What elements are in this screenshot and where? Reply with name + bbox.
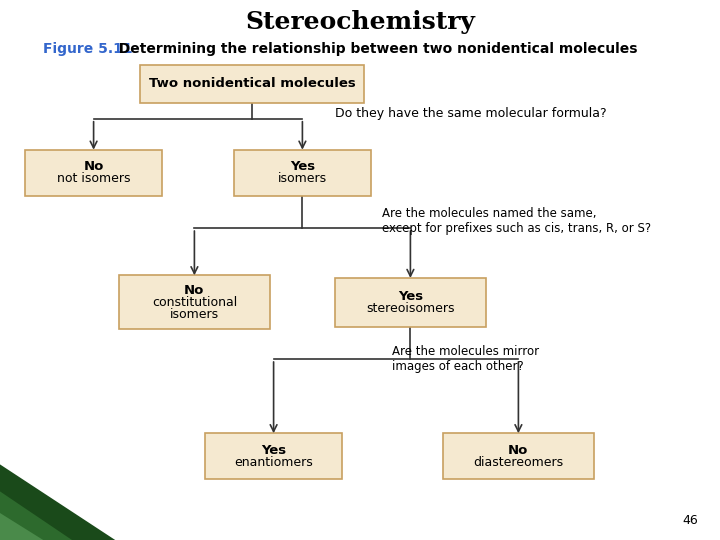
Text: 46: 46 [683, 514, 698, 526]
Polygon shape [0, 491, 72, 540]
Text: Do they have the same molecular formula?: Do they have the same molecular formula? [335, 107, 606, 120]
FancyBboxPatch shape [140, 65, 364, 103]
Text: Determining the relationship between two nonidentical molecules: Determining the relationship between two… [109, 42, 638, 56]
Text: Two nonidentical molecules: Two nonidentical molecules [148, 77, 356, 90]
FancyBboxPatch shape [234, 150, 371, 195]
Text: diastereomers: diastereomers [473, 456, 564, 469]
Text: not isomers: not isomers [57, 172, 130, 185]
Polygon shape [0, 464, 115, 540]
Text: enantiomers: enantiomers [234, 456, 313, 469]
Text: No: No [84, 160, 104, 173]
Text: Yes: Yes [398, 290, 423, 303]
Text: Stereochemistry: Stereochemistry [245, 10, 475, 33]
Text: Figure 5.11: Figure 5.11 [43, 42, 132, 56]
Text: Yes: Yes [290, 160, 315, 173]
FancyBboxPatch shape [335, 278, 486, 327]
FancyBboxPatch shape [205, 433, 342, 480]
Text: No: No [508, 444, 528, 457]
Text: Are the molecules mirror
images of each other?: Are the molecules mirror images of each … [392, 345, 539, 373]
Text: isomers: isomers [170, 308, 219, 321]
Text: isomers: isomers [278, 172, 327, 185]
Text: Are the molecules named the same,
except for prefixes such as cis, trans, R, or : Are the molecules named the same, except… [382, 207, 651, 235]
Polygon shape [0, 513, 43, 540]
Text: Yes: Yes [261, 444, 286, 457]
FancyBboxPatch shape [25, 150, 162, 195]
Text: constitutional: constitutional [152, 296, 237, 309]
FancyBboxPatch shape [119, 275, 270, 329]
Text: stereoisomers: stereoisomers [366, 302, 454, 315]
Text: No: No [184, 284, 204, 297]
FancyBboxPatch shape [443, 433, 594, 480]
